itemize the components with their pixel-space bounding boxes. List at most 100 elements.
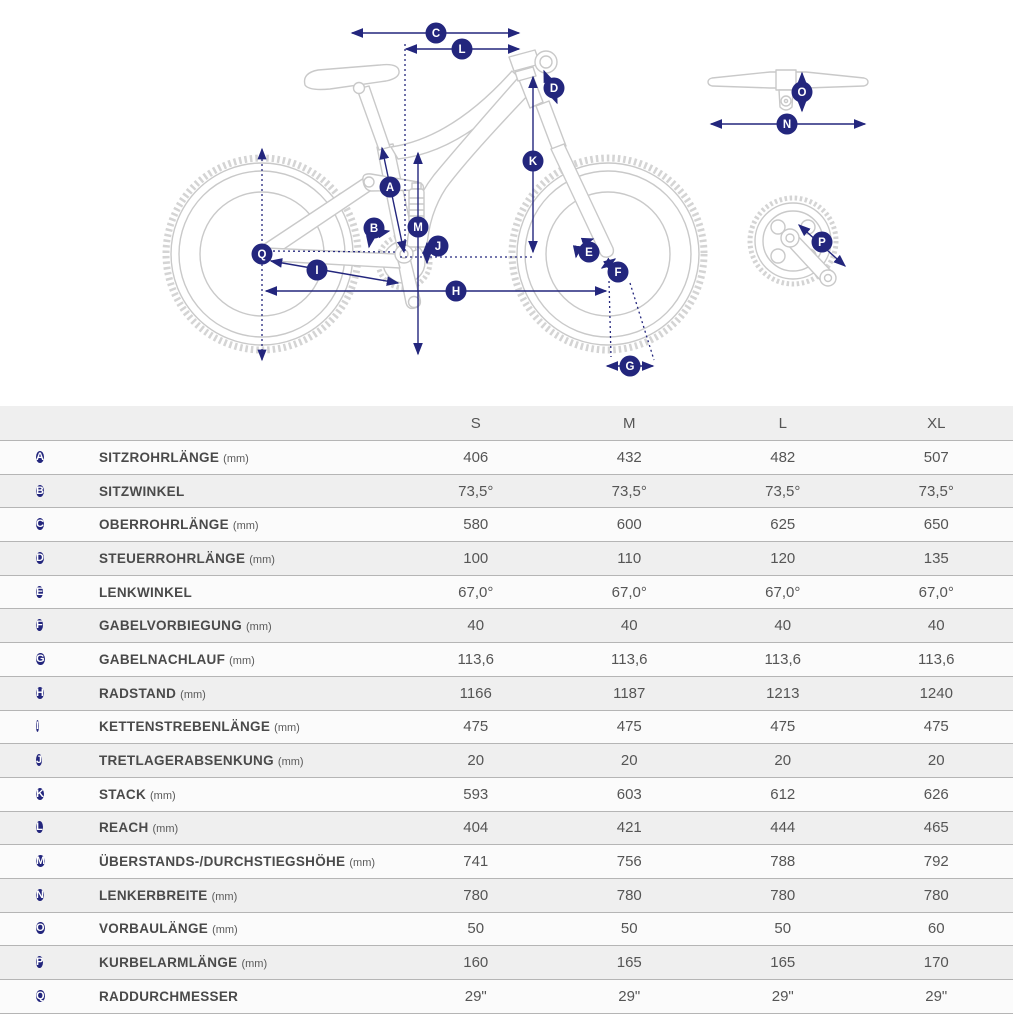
value-cell: 67,0°: [399, 584, 553, 601]
value-cell: 650: [860, 516, 1013, 533]
value-cell: 603: [553, 786, 707, 803]
seatstay: [263, 178, 376, 257]
value-cell: 110: [553, 550, 707, 567]
diagram-marker-letter: H: [452, 286, 460, 298]
value-cell: 780: [553, 887, 707, 904]
value-cell: 20: [706, 752, 860, 769]
row-unit: (mm): [153, 823, 179, 835]
value-cell: 29": [553, 988, 707, 1005]
saddle: [305, 65, 400, 90]
row-label: OBERROHRLÄNGE: [99, 517, 229, 532]
row-label: RADSTAND: [99, 686, 176, 701]
value-cell: 40: [399, 617, 553, 634]
row-letter-badge: M: [36, 855, 45, 867]
handlebar-top-view: [708, 70, 868, 110]
value-cell: 444: [706, 819, 860, 836]
diagram-marker-letter: A: [386, 182, 394, 194]
value-cell: 160: [399, 954, 553, 971]
table-row: B SITZWINKEL 73,5°73,5°73,5°73,5°: [0, 474, 1013, 508]
value-cell: 29": [860, 988, 1013, 1005]
value-cell: 165: [553, 954, 707, 971]
value-cell: 29": [706, 988, 860, 1005]
value-cell: 475: [399, 718, 553, 735]
row-unit: (mm): [212, 924, 238, 936]
row-letter-badge: D: [36, 552, 44, 564]
bottom-bracket: [395, 245, 413, 263]
value-cell: 73,5°: [553, 483, 707, 500]
value-cell: 475: [706, 718, 860, 735]
value-cell: 625: [706, 516, 860, 533]
diagram-marker-letter: N: [783, 119, 791, 131]
row-letter-badge: H: [36, 687, 44, 699]
diagram-marker-letter: J: [435, 241, 441, 253]
value-cell: 113,6: [399, 651, 553, 668]
value-cell: 50: [706, 920, 860, 937]
row-letter-badge: K: [36, 788, 44, 800]
row-unit: (mm): [233, 520, 259, 532]
row-unit: (mm): [223, 453, 249, 465]
value-cell: 113,6: [706, 651, 860, 668]
row-unit: (mm): [278, 756, 304, 768]
shock-cap: [412, 183, 421, 189]
value-cell: 20: [399, 752, 553, 769]
value-cell: 1166: [399, 685, 553, 702]
row-letter-badge: P: [36, 956, 43, 968]
value-cell: 73,5°: [860, 483, 1013, 500]
row-label: STACK: [99, 787, 146, 802]
value-cell: 756: [553, 853, 707, 870]
value-cell: 29": [399, 988, 553, 1005]
row-letter-badge: G: [36, 653, 45, 665]
size-column-header: M: [553, 415, 707, 432]
value-cell: 60: [860, 920, 1013, 937]
steering-axis-line: [630, 283, 654, 360]
row-letter-badge: A: [36, 451, 44, 463]
diagram-marker-letter: P: [818, 237, 826, 249]
row-unit: (mm): [249, 554, 275, 566]
row-label: TRETLAGERABSENKUNG: [99, 753, 274, 768]
value-cell: 135: [860, 550, 1013, 567]
row-letter-badge: F: [36, 619, 43, 631]
value-cell: 40: [706, 617, 860, 634]
row-letter-badge: N: [36, 889, 44, 901]
value-cell: 507: [860, 449, 1013, 466]
row-unit: (mm): [349, 857, 375, 869]
value-cell: 73,5°: [399, 483, 553, 500]
row-unit: (mm): [241, 958, 267, 970]
row-unit: (mm): [212, 891, 238, 903]
row-label: GABELNACHLAUF: [99, 652, 225, 667]
diagram-marker-letter: K: [529, 156, 538, 168]
seatpost: [357, 86, 390, 150]
value-cell: 73,5°: [706, 483, 860, 500]
value-cell: 780: [399, 887, 553, 904]
value-cell: 406: [399, 449, 553, 466]
diagram-marker-letter: B: [370, 223, 378, 235]
row-label: LENKWINKEL: [99, 585, 192, 600]
row-label: REACH: [99, 820, 149, 835]
value-cell: 465: [860, 819, 1013, 836]
diagram-marker-letter: M: [413, 222, 423, 234]
fork-stanchion: [536, 101, 566, 151]
size-column-header: S: [399, 415, 553, 432]
row-letter-badge: Q: [36, 990, 45, 1002]
value-cell: 626: [860, 786, 1013, 803]
row-unit: (mm): [274, 722, 300, 734]
diagram-marker-letter: D: [550, 83, 558, 95]
value-cell: 1240: [860, 685, 1013, 702]
value-cell: 20: [553, 752, 707, 769]
row-label: ÜBERSTANDS-/DURCHSTIEGSHÖHE: [99, 854, 345, 869]
value-cell: 432: [553, 449, 707, 466]
